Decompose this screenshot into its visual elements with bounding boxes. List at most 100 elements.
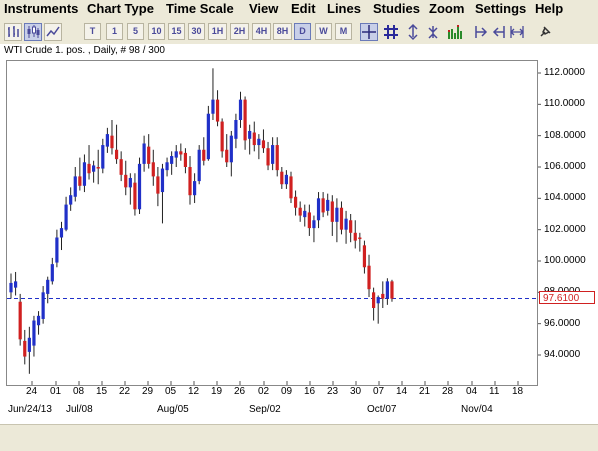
candle: [64, 196, 68, 232]
candle: [202, 137, 206, 166]
candle: [82, 154, 87, 193]
x-axis-label: 18: [512, 386, 524, 397]
timeframe-button-4h[interactable]: 4H: [252, 23, 271, 40]
candle-body-up: [73, 176, 77, 197]
timeframe-button-1h[interactable]: 1H: [208, 23, 227, 40]
menu-settings[interactable]: Settings: [475, 1, 527, 16]
candle: [358, 232, 362, 252]
x-axis-label: 22: [119, 386, 131, 397]
candle: [229, 130, 233, 177]
candle-body-down: [266, 148, 270, 166]
menu-view[interactable]: View: [249, 1, 279, 16]
timeframe-button-w[interactable]: W: [315, 23, 332, 40]
volume-icon[interactable]: [446, 23, 464, 41]
candle-body-up: [376, 297, 380, 304]
candlestick-chart-icon[interactable]: [24, 23, 42, 41]
candle: [303, 204, 307, 227]
menu-chart-type[interactable]: Chart Type: [87, 1, 154, 16]
candle: [23, 329, 27, 365]
grid-icon[interactable]: [382, 23, 400, 41]
candle: [142, 135, 146, 172]
timeframe-button-d[interactable]: D: [294, 23, 311, 40]
timeframe-button-5[interactable]: 5: [127, 23, 144, 40]
candle-body-down: [362, 245, 367, 268]
month-label: Jul/08: [66, 404, 93, 415]
x-axis-label: 12: [188, 386, 200, 397]
timeframe-button-15[interactable]: 15: [168, 23, 185, 40]
candle: [133, 173, 137, 216]
month-label: Sep/02: [249, 404, 281, 415]
candle: [234, 113, 238, 149]
scroll-right-icon[interactable]: [490, 23, 508, 41]
crosshair-icon[interactable]: [360, 23, 378, 41]
x-axis-label: 04: [466, 386, 478, 397]
x-axis-label: 01: [50, 386, 62, 397]
candle-body-down: [78, 176, 82, 186]
scroll-left-icon[interactable]: [472, 23, 490, 41]
candle: [13, 271, 18, 296]
chart-area[interactable]: WTI Crude 1. pos. , Daily, # 98 / 300 11…: [0, 44, 598, 450]
x-axis-label: 28: [442, 386, 454, 397]
timeframe-button-1[interactable]: 1: [106, 23, 123, 40]
menu-studies[interactable]: Studies: [373, 1, 420, 16]
candle: [344, 210, 348, 244]
y-axis-label: 112.0000: [544, 67, 585, 78]
timeframe-button-t[interactable]: T: [84, 23, 101, 40]
zoom-in-icon[interactable]: [404, 23, 422, 41]
candle-body-up: [206, 113, 210, 160]
candle-body-up: [137, 163, 142, 210]
candle: [339, 201, 344, 235]
candle-body-up: [82, 162, 87, 186]
candle-body-up: [59, 228, 64, 238]
timeframe-button-m[interactable]: M: [335, 23, 352, 40]
candle-body-down: [202, 149, 206, 161]
candle-body-up: [92, 165, 96, 172]
menu-time-scale[interactable]: Time Scale: [166, 1, 234, 16]
candle-body-up: [238, 99, 243, 120]
candle: [225, 134, 229, 167]
zoom-out-icon[interactable]: [424, 23, 442, 41]
candle: [243, 96, 247, 150]
candle-body-down: [188, 167, 192, 196]
candle: [284, 170, 288, 189]
candle: [252, 121, 256, 152]
candle-body-up: [101, 145, 105, 169]
menu-edit[interactable]: Edit: [291, 1, 316, 16]
pin-icon[interactable]: [536, 23, 554, 41]
x-axis-label: 16: [304, 386, 316, 397]
candle: [362, 240, 367, 274]
candle: [335, 198, 339, 243]
menu-lines[interactable]: Lines: [327, 1, 361, 16]
fit-icon[interactable]: [508, 23, 526, 41]
candle: [266, 141, 270, 171]
candle: [9, 273, 13, 299]
candle: [390, 279, 394, 302]
x-axis-label: 26: [234, 386, 246, 397]
candle: [105, 127, 109, 153]
candle: [188, 156, 192, 205]
candle: [160, 163, 165, 224]
line-chart-icon[interactable]: [44, 23, 62, 41]
candle-body-up: [303, 210, 307, 218]
candle-body-up: [316, 198, 321, 221]
candle: [183, 148, 188, 174]
candle-body-down: [330, 201, 334, 222]
candle: [69, 187, 73, 211]
candle-body-down: [179, 151, 183, 155]
menu-instruments[interactable]: Instruments: [4, 1, 79, 16]
timeframe-button-10[interactable]: 10: [148, 23, 165, 40]
candle: [271, 137, 275, 171]
candle: [170, 151, 174, 175]
bar-chart-icon[interactable]: [4, 23, 22, 41]
menu-help[interactable]: Help: [535, 1, 564, 16]
menu-zoom[interactable]: Zoom: [429, 1, 465, 16]
candle-body-down: [114, 149, 119, 160]
candle: [298, 201, 302, 222]
plot-area[interactable]: [6, 60, 538, 386]
timeframe-button-8h[interactable]: 8H: [273, 23, 292, 40]
candle-body-down: [87, 163, 91, 174]
y-axis-label: 102.0000: [544, 223, 586, 235]
timeframe-button-2h[interactable]: 2H: [230, 23, 249, 40]
x-axis-label: 08: [73, 386, 85, 397]
timeframe-button-30[interactable]: 30: [188, 23, 205, 40]
